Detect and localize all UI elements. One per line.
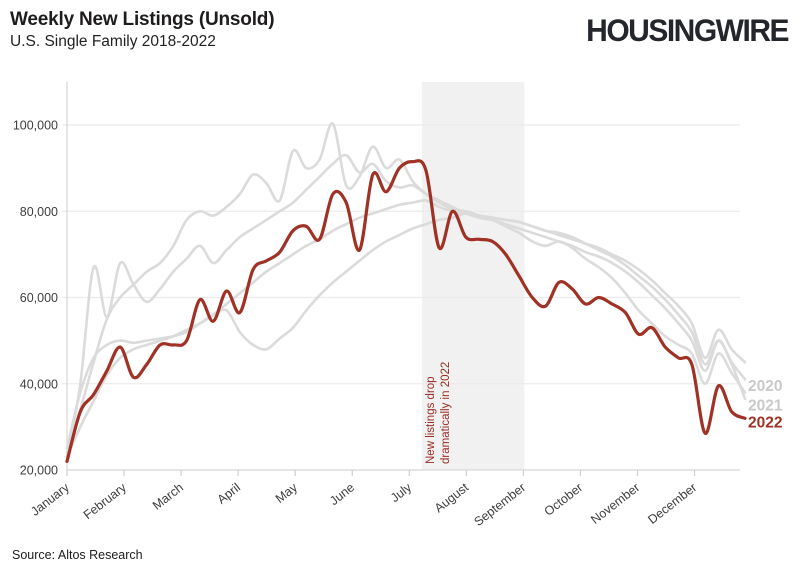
x-tick-label-june: June: [327, 480, 357, 508]
x-tick-label-may: May: [273, 480, 301, 506]
x-tick-label-march: March: [150, 480, 186, 512]
x-tick-label-july: July: [388, 480, 415, 505]
series-line-2018: [65, 122, 747, 455]
source-credit: Source: Altos Research: [12, 548, 143, 562]
band-annotation: New listings drop dramatically in 2022: [425, 362, 452, 464]
x-tick-label-january: January: [28, 480, 72, 519]
y-tick-label: 80,000: [20, 205, 58, 219]
housingwire-logo: HOUSINGWIRE: [586, 14, 789, 49]
year-label-2020: 2020: [748, 378, 782, 395]
y-tick-label: 60,000: [20, 291, 58, 305]
band-annotation-line: dramatically in 2022: [440, 362, 452, 464]
series-line-2021: [65, 199, 747, 459]
highlight-band: [421, 82, 525, 470]
year-label-2021: 2021: [748, 397, 783, 414]
x-tick-label-august: August: [432, 480, 472, 515]
x-tick-label-october: October: [542, 480, 586, 518]
y-tick-label: 20,000: [20, 464, 58, 478]
year-label-2022: 2022: [748, 415, 782, 432]
x-tick-label-september: September: [471, 480, 528, 529]
y-tick-label: 40,000: [20, 377, 58, 391]
series-line-2019: [65, 153, 747, 459]
x-tick-label-february: February: [81, 480, 130, 522]
y-tick-label: 100,000: [13, 119, 58, 133]
x-tick-label-november: November: [588, 480, 642, 527]
series-line-2022: [65, 159, 747, 463]
chart-header: Weekly New Listings (Unsold) U.S. Single…: [10, 8, 275, 53]
chart-title: Weekly New Listings (Unsold): [10, 9, 275, 30]
chart-subtitle: U.S. Single Family 2018-2022: [10, 32, 216, 50]
band-annotation-line: New listings drop: [425, 376, 437, 464]
x-tick-label-december: December: [645, 480, 699, 527]
x-tick-label-april: April: [215, 480, 243, 506]
